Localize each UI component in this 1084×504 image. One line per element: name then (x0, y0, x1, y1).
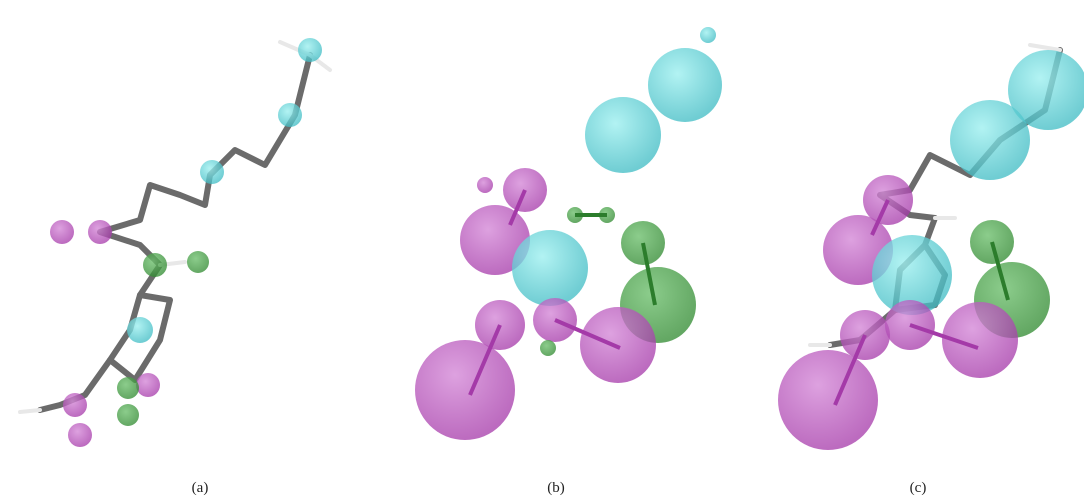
feature-sphere (187, 251, 209, 273)
feature-sphere (117, 404, 139, 426)
feature-sphere (50, 220, 74, 244)
feature-sphere (117, 377, 139, 399)
vector-arrow (508, 189, 527, 226)
feature-sphere (1008, 50, 1084, 130)
panel-label: (b) (547, 480, 565, 496)
feature-sphere (950, 100, 1030, 180)
bond-chain (37, 52, 313, 413)
vector-arrow (554, 318, 621, 350)
feature-sphere (136, 373, 160, 397)
vector-arrow (870, 199, 890, 236)
panel-a-molecule (18, 38, 332, 447)
feature-sphere (415, 340, 515, 440)
panel-b-pharmacophore (415, 27, 722, 440)
vector-arrow (468, 324, 502, 396)
feature-sphere (68, 423, 92, 447)
panel-label: (c) (910, 480, 927, 496)
feature-sphere (585, 97, 661, 173)
feature-sphere (942, 302, 1018, 378)
feature-sphere (127, 317, 153, 343)
bond-ring (107, 292, 173, 383)
vector-arrow (990, 241, 1010, 301)
h-bond (1028, 43, 1062, 52)
feature-sphere (700, 27, 716, 43)
feature-sphere (477, 177, 493, 193)
panel-label: (a) (192, 480, 209, 496)
feature-sphere (778, 350, 878, 450)
vector-arrow (641, 242, 657, 306)
feature-sphere (648, 48, 722, 122)
h-bond (18, 408, 42, 414)
feature-sphere (200, 160, 224, 184)
feature-sphere (143, 253, 167, 277)
feature-sphere (512, 230, 588, 306)
feature-sphere (298, 38, 322, 62)
feature-sphere (88, 220, 112, 244)
feature-sphere (63, 393, 87, 417)
feature-sphere (872, 235, 952, 315)
feature-sphere (278, 103, 302, 127)
panel-c-overlay (778, 43, 1084, 450)
feature-sphere (540, 340, 556, 356)
vector-arrow (833, 334, 867, 406)
vector-arrow (909, 323, 979, 350)
